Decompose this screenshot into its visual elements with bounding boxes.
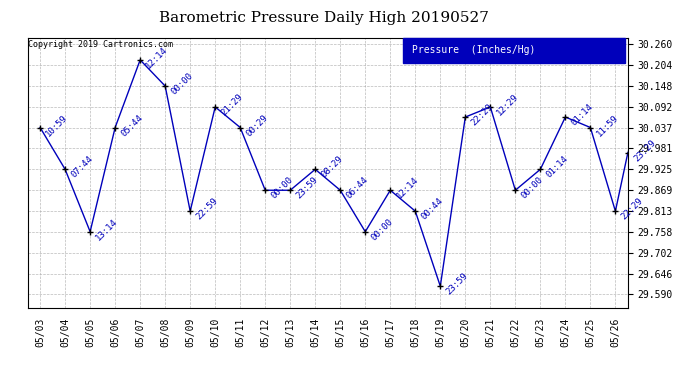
Text: 00:00: 00:00 (269, 176, 295, 201)
Text: Barometric Pressure Daily High 20190527: Barometric Pressure Daily High 20190527 (159, 11, 489, 25)
Text: 00:29: 00:29 (244, 112, 270, 138)
Text: Copyright 2019 Cartronics.com: Copyright 2019 Cartronics.com (28, 40, 173, 49)
Text: 00:44: 00:44 (420, 196, 445, 222)
Text: 11:59: 11:59 (595, 112, 620, 138)
Text: 07:44: 07:44 (69, 154, 95, 180)
Text: 12:14: 12:14 (144, 45, 170, 70)
Text: 21:29: 21:29 (219, 92, 245, 117)
Text: 22:59: 22:59 (195, 196, 219, 222)
Text: 00:00: 00:00 (169, 71, 195, 97)
Text: 00:00: 00:00 (520, 176, 545, 201)
Text: 13:14: 13:14 (95, 217, 119, 242)
Text: 23:59: 23:59 (444, 272, 470, 297)
Text: 23:29: 23:29 (632, 138, 658, 163)
Text: 22:29: 22:29 (620, 196, 645, 222)
Text: 08:29: 08:29 (319, 154, 345, 180)
Text: 12:29: 12:29 (495, 92, 520, 117)
Text: 05:44: 05:44 (119, 112, 145, 138)
Text: 23:59: 23:59 (295, 176, 319, 201)
Text: 22:29: 22:29 (469, 102, 495, 128)
FancyBboxPatch shape (403, 38, 625, 63)
Text: 00:00: 00:00 (369, 217, 395, 242)
Text: 01:14: 01:14 (544, 154, 570, 180)
Text: 12:14: 12:14 (395, 176, 420, 201)
Text: 10:59: 10:59 (44, 112, 70, 138)
Text: 06:44: 06:44 (344, 176, 370, 201)
Text: Pressure  (Inches/Hg): Pressure (Inches/Hg) (412, 45, 535, 56)
Text: 01:14: 01:14 (569, 102, 595, 128)
